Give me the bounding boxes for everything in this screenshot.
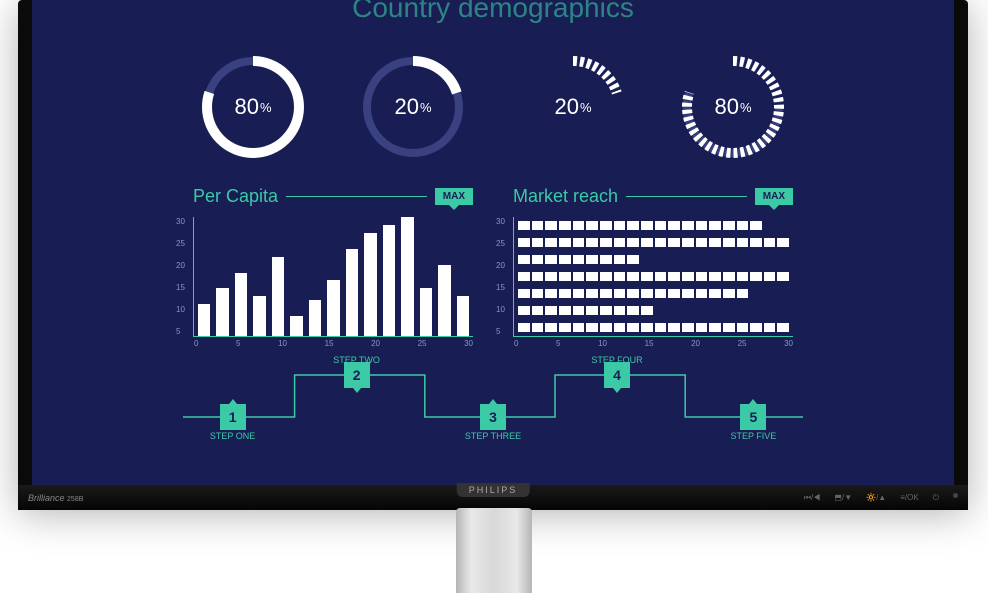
- hbar-row: [518, 306, 789, 315]
- donut-gauge: 80%: [678, 52, 788, 162]
- power-led: [953, 493, 958, 498]
- bar: [290, 316, 302, 336]
- donut-value: 20%: [358, 52, 468, 162]
- donut-value: 20%: [518, 52, 628, 162]
- hbar-chart-body: 30252015105 051015202530: [513, 217, 793, 337]
- chart-title: Market reach: [513, 186, 618, 207]
- divider: [626, 196, 747, 197]
- step-label: STEP TWO: [333, 355, 380, 365]
- donut-row: 80% 20% 20% 80%: [32, 52, 954, 162]
- chart-title: Per Capita: [193, 186, 278, 207]
- osd-icon[interactable]: 🔆/▲: [866, 493, 886, 503]
- donut-gauge: 20%: [358, 52, 468, 162]
- y-tick: 20: [176, 261, 185, 270]
- bar: [401, 217, 413, 336]
- screen: Country demographics 80% 20% 20% 80% Per…: [32, 0, 954, 485]
- bar: [438, 265, 450, 336]
- donut-value: 80%: [198, 52, 308, 162]
- donut-value: 80%: [678, 52, 788, 162]
- y-tick: 15: [496, 283, 505, 292]
- x-tick: 25: [418, 339, 427, 348]
- page-title: Country demographics: [32, 0, 954, 24]
- y-tick: 15: [176, 283, 185, 292]
- donut-gauge: 80%: [198, 52, 308, 162]
- bar: [364, 233, 376, 336]
- x-tick: 30: [784, 339, 793, 348]
- x-tick: 20: [691, 339, 700, 348]
- max-badge: MAX: [435, 188, 473, 205]
- osd-icon[interactable]: ≡/OK: [900, 493, 918, 503]
- x-tick: 10: [278, 339, 287, 348]
- x-tick: 5: [556, 339, 560, 348]
- hbar-row: [518, 323, 789, 332]
- step-node: 2: [344, 362, 370, 388]
- y-tick: 5: [176, 327, 185, 336]
- x-tick: 0: [514, 339, 518, 348]
- monitor-stand: [456, 508, 532, 593]
- step-label: STEP FIVE: [730, 431, 776, 441]
- step-label: STEP FOUR: [591, 355, 642, 365]
- bar: [253, 296, 265, 336]
- per-capita-chart: Per Capita MAX 30252015105 051015202530: [193, 186, 473, 337]
- monitor-osd-buttons: ⏮/◀ ⬒/▼ 🔆/▲ ≡/OK ⏻: [804, 493, 958, 503]
- hbar-row: [518, 272, 789, 281]
- market-reach-chart: Market reach MAX 30252015105 05101520253…: [513, 186, 793, 337]
- bar: [457, 296, 469, 336]
- charts-row: Per Capita MAX 30252015105 051015202530 …: [32, 186, 954, 337]
- x-tick: 0: [194, 339, 198, 348]
- monitor-brand-logo: PHILIPS: [457, 483, 530, 497]
- bar: [272, 257, 284, 336]
- hbar-row: [518, 255, 789, 264]
- bar: [327, 280, 339, 336]
- hbar-row: [518, 238, 789, 247]
- step-node: 3: [480, 404, 506, 430]
- power-icon[interactable]: ⏻: [933, 493, 939, 503]
- bar: [216, 288, 228, 336]
- x-tick: 15: [325, 339, 334, 348]
- bar: [198, 304, 210, 336]
- y-tick: 30: [496, 217, 505, 226]
- max-badge: MAX: [755, 188, 793, 205]
- x-tick: 20: [371, 339, 380, 348]
- y-tick: 10: [496, 305, 505, 314]
- monitor-bezel: Brilliance 258B PHILIPS ⏮/◀ ⬒/▼ 🔆/▲ ≡/OK…: [18, 485, 968, 510]
- x-tick: 30: [464, 339, 473, 348]
- step-node: 5: [740, 404, 766, 430]
- x-tick: 10: [598, 339, 607, 348]
- hbar-row: [518, 289, 789, 298]
- y-tick: 5: [496, 327, 505, 336]
- divider: [286, 196, 427, 197]
- step-label: STEP ONE: [210, 431, 255, 441]
- hbar-row: [518, 221, 789, 230]
- step-node: 1: [220, 404, 246, 430]
- bar-chart-body: 30252015105 051015202530: [193, 217, 473, 337]
- y-tick: 25: [496, 239, 505, 248]
- y-tick: 25: [176, 239, 185, 248]
- bar: [383, 225, 395, 336]
- monitor-frame: Country demographics 80% 20% 20% 80% Per…: [18, 0, 968, 510]
- step-label: STEP THREE: [465, 431, 521, 441]
- steps-section: 1STEP ONE2STEP TWO3STEP THREE4STEP FOUR5…: [32, 367, 954, 447]
- bar: [420, 288, 432, 336]
- y-tick: 30: [176, 217, 185, 226]
- donut-gauge: 20%: [518, 52, 628, 162]
- step-node: 4: [604, 362, 630, 388]
- osd-icon[interactable]: ⬒/▼: [834, 493, 852, 503]
- bar: [309, 300, 321, 336]
- y-tick: 20: [496, 261, 505, 270]
- x-tick: 5: [236, 339, 240, 348]
- bar: [346, 249, 358, 336]
- y-tick: 10: [176, 305, 185, 314]
- bar: [235, 273, 247, 336]
- x-tick: 15: [645, 339, 654, 348]
- monitor-series-label: Brilliance 258B: [28, 493, 83, 503]
- osd-icon[interactable]: ⏮/◀: [804, 493, 821, 503]
- x-tick: 25: [738, 339, 747, 348]
